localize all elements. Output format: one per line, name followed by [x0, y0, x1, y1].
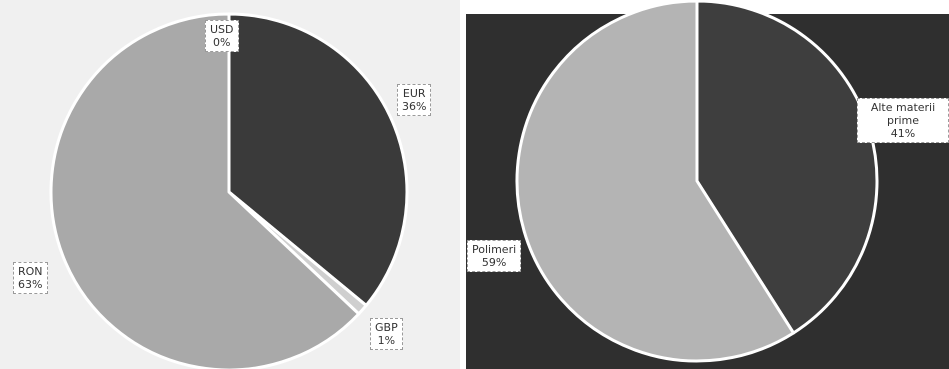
label-polimeri-value: 59% [481, 256, 507, 269]
label-ron-value: 63% [18, 278, 43, 291]
label-alte-materii-name: Alte materii prime [870, 101, 936, 127]
pie-slice-polimeri [515, 0, 795, 363]
label-eur-value: 36% [402, 100, 427, 113]
label-usd-value: 0% [213, 36, 231, 49]
label-gbp: GBP 1% [370, 318, 403, 350]
pie-slice-ron [49, 12, 361, 369]
label-eur-name: EUR [402, 87, 426, 100]
label-polimeri: Polimeri 59% [467, 240, 522, 272]
label-alte-materii: Alte materii prime 41% [857, 98, 949, 143]
label-usd-name: USD [210, 23, 234, 36]
label-ron: RON 63% [13, 262, 48, 294]
label-eur: EUR 36% [397, 84, 432, 116]
label-usd: USD 0% [205, 20, 239, 52]
label-gbp-name: GBP [375, 321, 398, 334]
pie-slice-eur [227, 12, 409, 307]
label-ron-name: RON [18, 265, 43, 278]
label-polimeri-name: Polimeri [472, 243, 517, 256]
label-gbp-value: 1% [377, 334, 396, 347]
label-alte-materii-value: 41% [890, 127, 916, 140]
